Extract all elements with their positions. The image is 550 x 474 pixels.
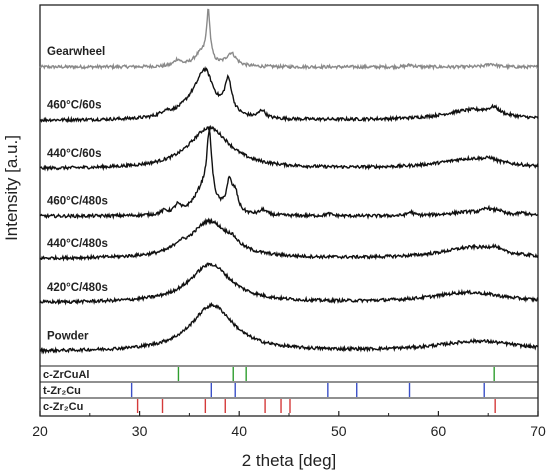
- xrd-curve-5: [39, 262, 539, 306]
- xrd-curve-6: [39, 301, 539, 355]
- curve-label-6: Powder: [47, 331, 89, 343]
- x-tick-label-0: 20: [32, 423, 48, 439]
- curve-label-1: 460°C/60s: [47, 99, 101, 111]
- curve-label-5: 420°C/480s: [47, 282, 108, 294]
- x-tick-label-3: 50: [331, 423, 347, 439]
- curve-label-3: 460°C/480s: [47, 195, 108, 207]
- x-tick-label-4: 60: [431, 423, 447, 439]
- y-axis-title: Intensity [a.u.]: [2, 135, 21, 241]
- curves-layer: [39, 8, 539, 355]
- x-tick-label-5: 70: [530, 423, 546, 439]
- x-tick-label-1: 30: [132, 423, 148, 439]
- curve-label-2: 440°C/60s: [47, 148, 101, 160]
- x-ticks-layer: 20 30 40 50 60 70: [32, 411, 546, 439]
- xrd-curve-0: [39, 8, 539, 71]
- x-tick-label-2: 40: [231, 423, 247, 439]
- curve-label-4: 440°C/480s: [47, 238, 108, 250]
- xrd-curve-3: [39, 129, 539, 220]
- reference-patterns-layer: c-ZrCuAl t-Zr₂Cu c-Zr₂Cu: [40, 365, 538, 413]
- xrd-curve-4: [39, 217, 539, 262]
- ref-label-0: c-ZrCuAl: [43, 369, 89, 381]
- curve-label-0: Gearwheel: [47, 46, 105, 58]
- x-axis-title: 2 theta [deg]: [242, 451, 337, 470]
- xrd-curve-1: [39, 66, 539, 124]
- ref-label-2: c-Zr₂Cu: [43, 401, 83, 413]
- xrd-curve-2: [39, 124, 539, 172]
- curve-labels-layer: Gearwheel 460°C/60s 440°C/60s 460°C/480s 440…: [47, 46, 108, 343]
- ref-label-1: t-Zr₂Cu: [43, 385, 81, 397]
